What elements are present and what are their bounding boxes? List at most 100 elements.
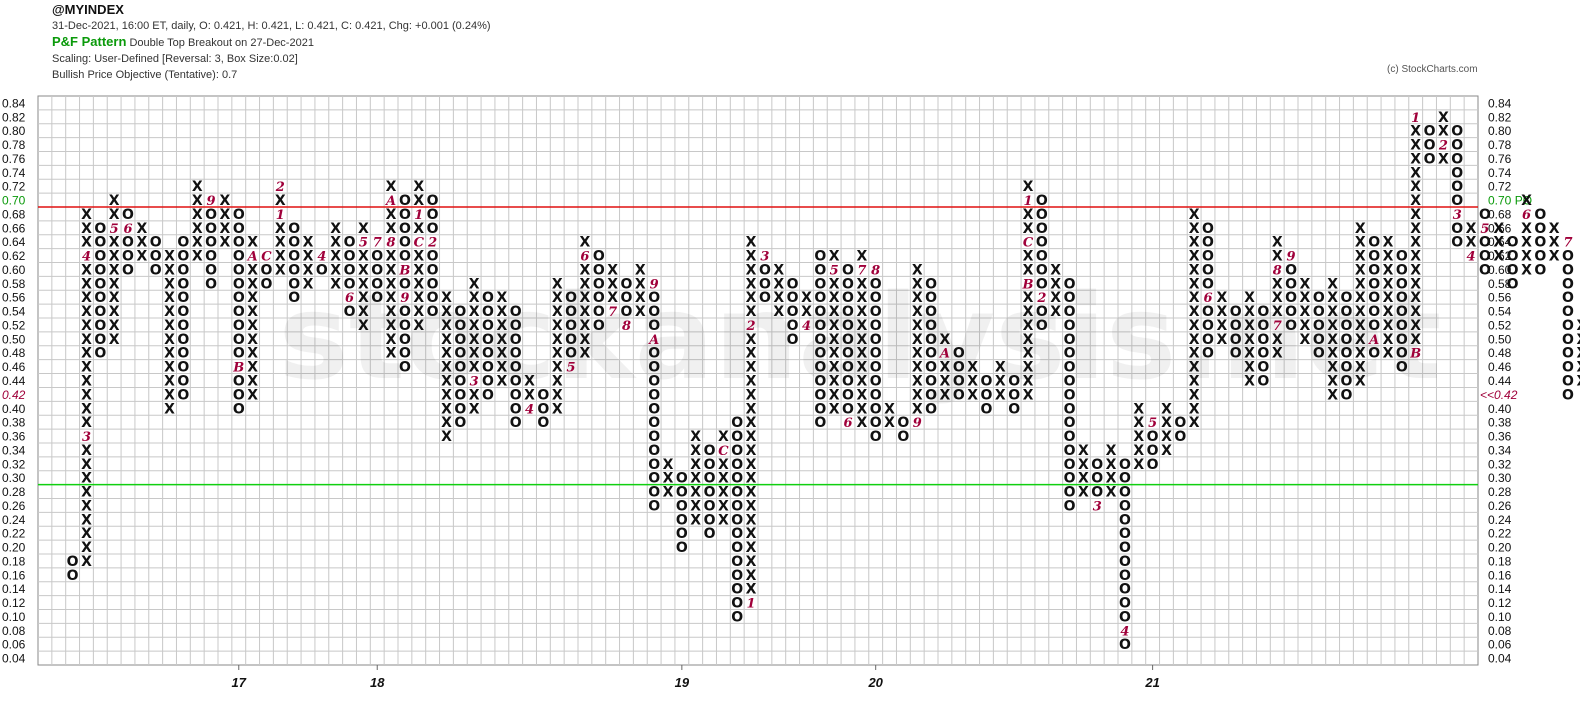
o-mark: O [1396, 249, 1408, 265]
o-mark: O [704, 526, 716, 542]
month-marker: C [414, 236, 425, 251]
o-mark: O [233, 235, 245, 251]
pattern-line: P&F Pattern Double Top Breakout on 27-De… [52, 34, 491, 51]
x-mark: X [1050, 290, 1061, 306]
x-mark: X [1410, 193, 1421, 209]
y-tick-label: 0.12 [1488, 596, 1512, 610]
o-mark: O [399, 304, 411, 320]
o-mark: O [94, 262, 106, 278]
o-mark: O [648, 498, 660, 514]
x-mark: X [607, 276, 618, 292]
o-mark: O [953, 387, 965, 403]
o-mark: O [1202, 221, 1214, 237]
o-mark: O [205, 249, 217, 265]
x-mark: X [856, 360, 867, 376]
x-mark: X [829, 374, 840, 390]
x-mark: X [746, 540, 757, 556]
o-mark: O [1064, 443, 1076, 459]
o-mark: O [1008, 387, 1020, 403]
o-mark: O [288, 276, 300, 292]
o-mark: O [731, 512, 743, 528]
x-mark: X [1327, 387, 1338, 403]
x-mark: X [1410, 290, 1421, 306]
x-mark: X [552, 387, 563, 403]
x-mark: X [496, 304, 507, 320]
o-mark: O [1368, 235, 1380, 251]
x-mark: X [413, 179, 424, 195]
o-mark: O [1396, 276, 1408, 292]
x-mark: X [912, 290, 923, 306]
x-mark: X [912, 387, 923, 403]
y-tick-label: 0.26 [2, 499, 26, 513]
o-mark: O [233, 207, 245, 223]
x-mark: X [386, 207, 397, 223]
x-mark: X [1023, 318, 1034, 334]
o-mark: O [1008, 401, 1020, 417]
y-tick-label: 0.72 [2, 180, 26, 194]
x-mark: X [330, 221, 341, 237]
o-mark: O [454, 318, 466, 334]
y-tick-label: 0.32 [2, 457, 26, 471]
x-mark: X [441, 401, 452, 417]
month-marker: 4 [1467, 250, 1476, 265]
o-mark: O [288, 262, 300, 278]
month-marker: 6 [1203, 291, 1212, 306]
o-mark: O [787, 332, 799, 348]
o-mark: O [371, 249, 383, 265]
x-mark: X [1355, 346, 1366, 362]
x-mark: X [192, 235, 203, 251]
x-mark: X [1438, 124, 1449, 140]
x-mark: X [552, 290, 563, 306]
o-mark: O [510, 304, 522, 320]
o-mark: O [427, 262, 439, 278]
x-mark: X [912, 401, 923, 417]
o-mark: O [870, 360, 882, 376]
x-mark: X [81, 401, 92, 417]
o-mark: O [177, 235, 189, 251]
x-mark: X [1216, 332, 1227, 348]
x-mark: X [829, 318, 840, 334]
month-marker: 4 [802, 319, 811, 334]
x-mark: X [912, 346, 923, 362]
o-mark: O [482, 318, 494, 334]
x-mark: X [1244, 346, 1255, 362]
x-mark: X [469, 387, 480, 403]
o-mark: O [177, 262, 189, 278]
x-mark: X [635, 304, 646, 320]
x-mark: X [220, 221, 231, 237]
o-mark: O [233, 346, 245, 362]
o-mark: O [1479, 235, 1491, 251]
o-mark: O [150, 249, 162, 265]
o-mark: O [94, 332, 106, 348]
x-mark: X [746, 249, 757, 265]
o-mark: O [177, 374, 189, 390]
month-marker: B [398, 263, 410, 278]
o-mark: O [1562, 318, 1574, 334]
x-mark: X [1383, 318, 1394, 334]
o-mark: O [1451, 193, 1463, 209]
o-mark: O [593, 262, 605, 278]
o-mark: O [94, 318, 106, 334]
month-marker: 8 [1273, 263, 1282, 278]
x-mark: X [386, 262, 397, 278]
o-mark: O [1341, 346, 1353, 362]
o-mark: O [510, 401, 522, 417]
month-marker: 7 [608, 305, 617, 320]
x-mark: X [1327, 346, 1338, 362]
o-mark: O [233, 374, 245, 390]
x-mark: X [164, 262, 175, 278]
o-mark: O [1562, 249, 1574, 265]
x-mark: X [1189, 387, 1200, 403]
x-mark: X [1023, 332, 1034, 348]
y-tick-label: 0.52 [1488, 318, 1512, 332]
y-tick-label: 0.78 [2, 138, 26, 152]
x-mark: X [1355, 262, 1366, 278]
